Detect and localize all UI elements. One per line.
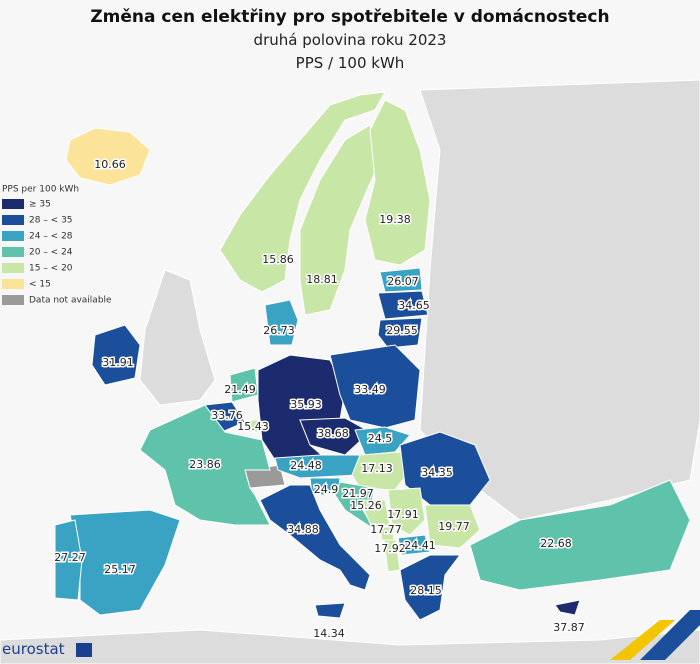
legend-label: < 15: [29, 280, 51, 290]
region: [469, 479, 691, 591]
value-label: 17.91: [387, 508, 419, 521]
region: [314, 602, 346, 619]
subtitle: druhá polovina roku 2023: [254, 31, 447, 49]
legend-swatch: [2, 247, 24, 257]
legend-label: Data not available: [29, 296, 112, 306]
legend: ≥ 35 28 – < 35 24 – < 28 20 – < 24 15 – < 20…: [2, 199, 112, 306]
region: [424, 504, 481, 549]
value-label: 34.35: [421, 466, 453, 479]
region: [354, 426, 411, 456]
legend-swatch: [2, 295, 24, 305]
value-label: 33.76: [211, 409, 243, 422]
legend-label: 24 – < 28: [29, 232, 73, 242]
logo: [610, 620, 675, 660]
value-label: 15.26: [350, 499, 382, 512]
value-label: 34.88: [287, 523, 319, 536]
non-eu-land: [139, 269, 216, 406]
value-label: 24.9: [314, 483, 339, 496]
value-label: 29.55: [386, 324, 418, 337]
value-label: 17.77: [370, 523, 402, 536]
value-label: 17.92: [374, 542, 406, 555]
value-label: 10.66: [94, 158, 126, 171]
unit: PPS / 100 kWh: [296, 54, 405, 72]
legend-label: 28 – < 35: [29, 216, 73, 226]
legend-label: 15 – < 20: [29, 264, 73, 274]
value-label: 18.81: [306, 273, 338, 286]
region: [397, 534, 431, 556]
region: [299, 124, 381, 316]
region: [329, 344, 421, 429]
value-label: 25.17: [104, 563, 136, 576]
value-label: 15.43: [237, 420, 269, 433]
value-label: 35.93: [290, 398, 322, 411]
labels: 10.66 15.86 18.81 19.38 26.07 34.65 29.55 26.73…: [53, 157, 587, 642]
title: Změna cen elektřiny pro spotřebitele v d…: [90, 7, 609, 27]
eu-flag: [76, 643, 92, 657]
source: eurostat: [2, 640, 65, 658]
value-label: 37.87: [553, 621, 585, 634]
legend-swatch: [2, 231, 24, 241]
value-label: 34.65: [398, 299, 430, 312]
value-label: 23.86: [189, 458, 221, 471]
value-label: 31.91: [102, 356, 134, 369]
region: [219, 91, 386, 293]
value-label: 24.41: [404, 539, 436, 552]
region: [259, 484, 371, 591]
legend-swatch: [2, 199, 24, 209]
region: [246, 419, 259, 433]
region: [54, 519, 83, 601]
region: [377, 317, 423, 349]
legend-swatch: [2, 263, 24, 273]
region: [554, 599, 581, 616]
value-label: 33.49: [354, 383, 386, 396]
value-label: 22.68: [540, 537, 572, 550]
value-label: 15.86: [262, 253, 294, 266]
value-label: 38.68: [317, 427, 349, 440]
region: [377, 290, 429, 320]
legend-swatch: [2, 279, 24, 289]
value-label: 17.13: [361, 462, 393, 475]
region: [264, 299, 299, 346]
value-label: 21.49: [224, 383, 256, 396]
logo: [640, 610, 700, 660]
value-label: 19.38: [379, 213, 411, 226]
region: [139, 404, 271, 526]
region: [387, 487, 426, 536]
region: [364, 99, 431, 266]
region: [91, 324, 141, 386]
legend-swatch: [2, 215, 24, 225]
legend-label: ≥ 35: [29, 200, 51, 210]
value-label: 24.5: [368, 432, 393, 445]
regions: [54, 91, 691, 621]
region: [65, 127, 151, 186]
value-label: 24.48: [290, 459, 322, 472]
region: [299, 417, 371, 456]
region: [379, 267, 423, 293]
legend-label: 20 – < 24: [29, 248, 73, 258]
value-label: 27.27: [54, 551, 86, 564]
value-label: 28.15: [410, 584, 442, 597]
value-label: 14.34: [313, 627, 345, 640]
legend-title: PPS per 100 kWh: [2, 185, 79, 195]
region: [399, 554, 461, 621]
region: [359, 499, 391, 529]
value-label: 26.07: [387, 275, 419, 288]
value-label: 19.77: [438, 520, 470, 533]
value-label: 21.97: [342, 487, 374, 500]
value-label: 26.73: [263, 324, 295, 337]
